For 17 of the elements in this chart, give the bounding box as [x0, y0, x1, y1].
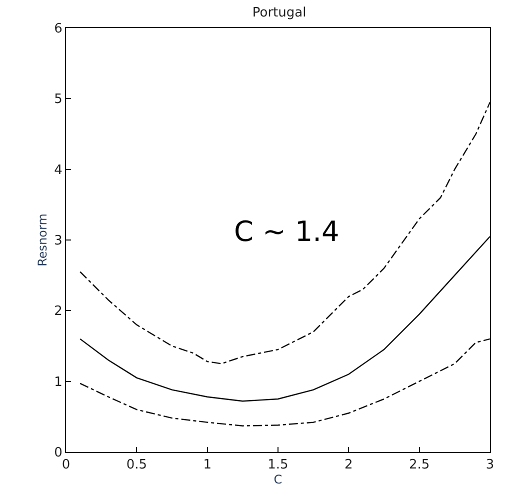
y-tick-label: 0	[54, 446, 62, 461]
y-tick-label: 4	[54, 162, 62, 178]
x-axis-title: C	[274, 472, 282, 487]
x-tick-label: 1.5	[268, 458, 288, 473]
x-tick-label: 3	[486, 458, 494, 473]
y-axis-title: Resnorm	[35, 214, 50, 266]
y-tick-label: 2	[54, 304, 62, 320]
y-tick-label: 1	[54, 374, 62, 390]
x-tick-label: 2	[344, 458, 353, 473]
x-tick-label: 2.5	[408, 458, 430, 473]
x-tick-label: 0.5	[126, 458, 148, 473]
y-tick-label: 3	[54, 234, 62, 249]
x-tick-label: 1	[203, 458, 212, 473]
annotation: C ~ 1.4	[234, 215, 340, 248]
chart-title: Portugal	[252, 6, 306, 21]
y-tick-label: 6	[54, 22, 62, 37]
y-tick-label: 5	[54, 92, 62, 108]
